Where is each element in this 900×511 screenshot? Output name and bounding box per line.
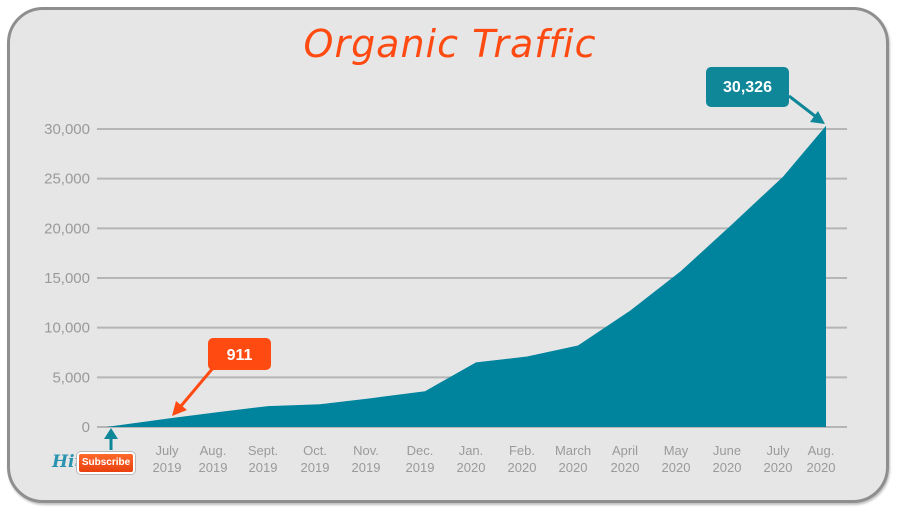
y-tick-label: 30,000 — [44, 121, 90, 138]
x-tick-label: March 2020 — [555, 443, 591, 475]
chart-title: Organic Traffic — [303, 22, 597, 66]
x-tick-label: Nov. 2019 — [352, 443, 381, 475]
callout-start-label: 911 — [227, 347, 253, 364]
y-tick-label: 0 — [82, 419, 90, 436]
up-arrow-icon — [104, 428, 118, 450]
x-tick-label: June 2020 — [713, 443, 742, 475]
x-tick-label: Aug. 2020 — [807, 443, 836, 475]
y-tick-label: 20,000 — [44, 220, 90, 237]
y-tick-label: 25,000 — [44, 171, 90, 188]
x-tick-label: Feb. 2020 — [508, 443, 537, 475]
y-axis-ticks: 0 5,000 10,000 15,000 20,000 25,000 30,000 — [44, 121, 90, 436]
x-tick-label: July 2019 — [153, 443, 182, 475]
x-tick-label: May 2020 — [662, 443, 691, 475]
x-tick-label: Dec. 2019 — [406, 443, 435, 475]
arrow-icon — [810, 111, 825, 124]
subscribe-button[interactable]: Subscribe — [77, 452, 135, 474]
x-tick-label: Sept. 2019 — [248, 443, 278, 475]
y-tick-label: 15,000 — [44, 270, 90, 287]
x-tick-label: Oct. 2019 — [301, 443, 330, 475]
callout-start: 911 — [172, 338, 271, 416]
y-tick-label: 10,000 — [44, 320, 90, 337]
x-tick-label: Aug. 2019 — [199, 443, 228, 475]
callout-end-label: 30,326 — [723, 79, 772, 96]
callout-end: 30,326 — [706, 67, 825, 124]
arrow-icon — [172, 401, 187, 416]
x-axis-ticks: July 2019 Aug. 2019 Sept. 2019 Oct. 2019 Nov. 201… — [153, 443, 836, 475]
y-tick-label: 5,000 — [52, 369, 90, 386]
x-tick-label: April 2020 — [611, 443, 640, 475]
traffic-area — [106, 125, 826, 428]
x-tick-label: July 2020 — [764, 443, 793, 475]
x-tick-label: Jan. 2020 — [457, 443, 486, 475]
hit-label: Hit — [52, 452, 83, 472]
